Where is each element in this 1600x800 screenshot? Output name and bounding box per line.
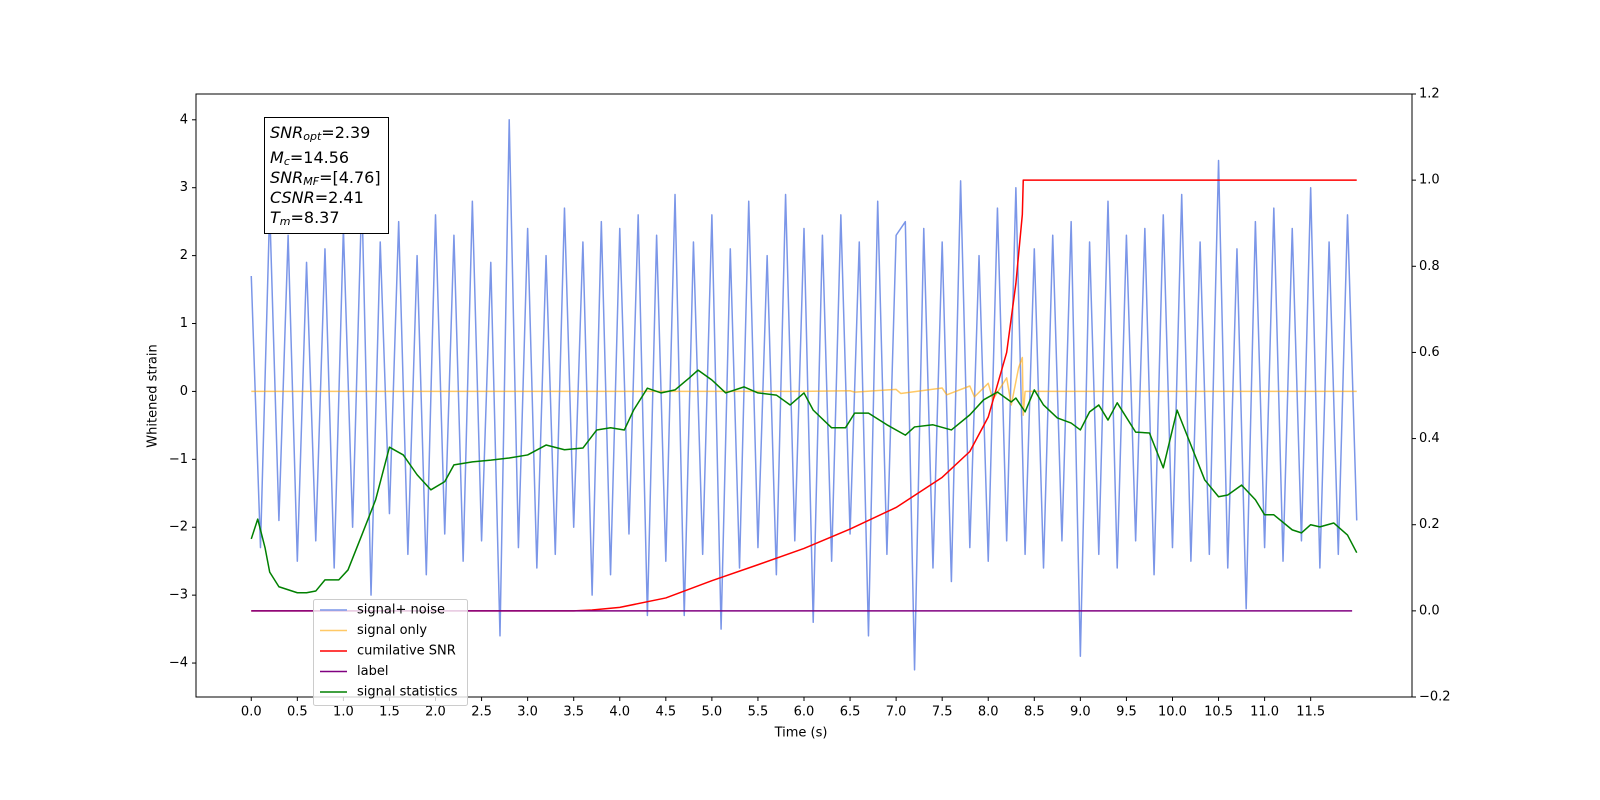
y2-tick-label: 0.8 xyxy=(1419,259,1440,274)
x-tick-label: 11.0 xyxy=(1250,705,1279,720)
annotation-subscript: MF xyxy=(303,175,319,188)
y2-tick-label: 1.0 xyxy=(1419,173,1440,188)
annotation-box xyxy=(264,117,389,234)
annotation: SNRMF=[4.76] xyxy=(270,168,381,189)
x-tick-label: 7.5 xyxy=(932,705,953,720)
x-tick-label: 7.0 xyxy=(886,705,907,720)
y-tick-label: 2 xyxy=(180,248,188,263)
annotation-subscript: c xyxy=(284,155,290,168)
y2-tick-label: −0.2 xyxy=(1419,690,1451,705)
legend-label: label xyxy=(357,664,388,679)
x-tick-label: 9.5 xyxy=(1116,705,1137,720)
x-tick-label: 8.5 xyxy=(1024,705,1045,720)
legend-label: signal+ noise xyxy=(357,603,445,618)
y2-tick-label: 0.6 xyxy=(1419,345,1440,360)
x-tick-label: 5.0 xyxy=(702,705,723,720)
x-tick-label: 2.5 xyxy=(471,705,492,720)
y-tick-label: −2 xyxy=(169,520,188,535)
y2-tick-label: 1.2 xyxy=(1419,87,1440,102)
x-tick-label: 6.5 xyxy=(840,705,861,720)
series-line xyxy=(251,179,1357,612)
y2-tick-label: 0.2 xyxy=(1419,517,1440,532)
y-tick-label: 1 xyxy=(180,316,188,331)
x-tick-label: 1.5 xyxy=(379,705,400,720)
legend-label: signal only xyxy=(357,623,427,638)
x-tick-label: 4.0 xyxy=(609,705,630,720)
y-axis-label: Whitened strain xyxy=(146,344,161,447)
series-line xyxy=(250,119,1358,671)
x-tick-label: 10.0 xyxy=(1158,705,1187,720)
annotation-value: =14.56 xyxy=(290,148,349,167)
x-tick-label: 8.0 xyxy=(978,705,999,720)
x-tick-label: 3.0 xyxy=(517,705,538,720)
annotation-value: =[4.76] xyxy=(319,168,381,187)
x-tick-label: 9.0 xyxy=(1070,705,1091,720)
annotation-symbol: CSNR xyxy=(270,188,315,207)
x-tick-label: 1.0 xyxy=(333,705,354,720)
annotation: CSNR=2.41 xyxy=(270,188,364,207)
y2-tick-label: 0.0 xyxy=(1419,603,1440,618)
annotation: Tm=8.37 xyxy=(270,208,340,229)
y-tick-label: 0 xyxy=(180,384,188,399)
annotation: SNRopt=2.39 xyxy=(270,123,370,144)
annotation-symbol: SNR xyxy=(270,168,303,187)
x-tick-label: 5.5 xyxy=(748,705,769,720)
annotation-symbol: T xyxy=(270,208,281,227)
annotation-subscript: opt xyxy=(303,130,322,143)
y-tick-label: −1 xyxy=(169,452,188,467)
annotation: Mc=14.56 xyxy=(270,148,349,169)
x-tick-label: 0.5 xyxy=(287,705,308,720)
series-line xyxy=(251,356,1357,416)
x-tick-label: 10.5 xyxy=(1204,705,1233,720)
x-tick-label: 6.0 xyxy=(794,705,815,720)
annotation-symbol: M xyxy=(270,148,284,167)
annotation-value: =2.39 xyxy=(321,123,370,142)
x-tick-label: 11.5 xyxy=(1296,705,1325,720)
x-axis-label: Time (s) xyxy=(774,726,828,741)
y-tick-label: −3 xyxy=(169,588,188,603)
x-tick-label: 4.5 xyxy=(655,705,676,720)
x-tick-label: 0.0 xyxy=(241,705,262,720)
y-tick-label: 4 xyxy=(180,112,188,127)
y-tick-label: 3 xyxy=(180,180,188,195)
x-tick-label: 2.0 xyxy=(425,705,446,720)
x-tick-label: 3.5 xyxy=(563,705,584,720)
y2-tick-label: 0.4 xyxy=(1419,431,1440,446)
annotation-value: =8.37 xyxy=(291,208,340,227)
y-tick-label: −4 xyxy=(169,656,188,671)
series-line xyxy=(250,369,1358,594)
annotation-subscript: m xyxy=(280,215,291,228)
legend-label: cumilative SNR xyxy=(357,644,456,659)
annotation-value: =2.41 xyxy=(315,188,364,207)
legend-label: signal statistics xyxy=(357,685,458,700)
annotation-symbol: SNR xyxy=(270,123,303,142)
legend-box xyxy=(313,599,468,706)
